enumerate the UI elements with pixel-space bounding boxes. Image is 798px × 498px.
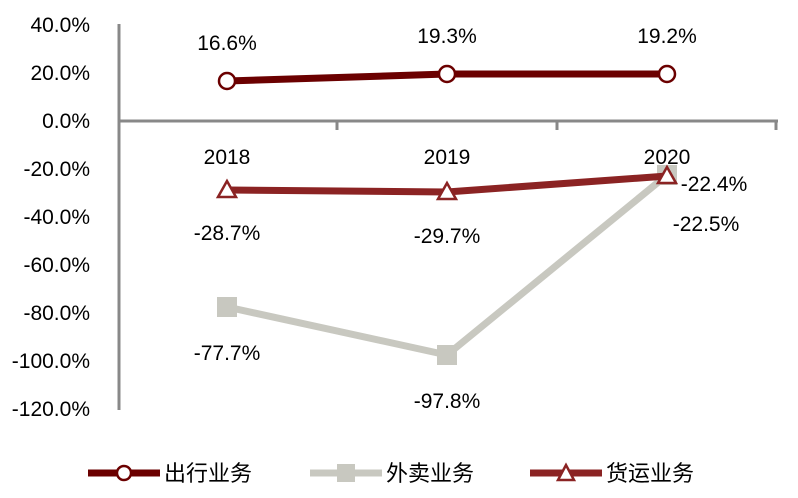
circle-marker: [217, 71, 237, 91]
data-labels: 16.6% 19.3% 19.2% -77.7% -97.8% -22.5% -…: [194, 25, 748, 413]
square-icon: [337, 464, 355, 482]
y-tick: 0.0%: [42, 110, 90, 133]
legend: 出行业务 外卖业务 货运业务: [88, 462, 694, 487]
series-huoyun: [215, 164, 679, 201]
triangle-marker: [655, 164, 679, 185]
y-tick: -60.0%: [23, 254, 90, 277]
triangle-marker: [215, 178, 239, 199]
data-label: -29.7%: [414, 225, 481, 248]
triangle-marker: [435, 180, 459, 201]
triangle-icon: [555, 462, 577, 482]
data-label: 19.3%: [417, 25, 477, 48]
data-label: -22.5%: [673, 213, 740, 236]
y-tick: -100.0%: [12, 350, 90, 373]
circle-marker: [437, 64, 457, 84]
legend-item-huoyun: 货运业务: [530, 462, 694, 487]
y-tick: 40.0%: [30, 14, 90, 37]
y-tick: 20.0%: [30, 62, 90, 85]
data-label: 16.6%: [197, 32, 257, 55]
legend-label: 出行业务: [164, 462, 252, 487]
x-category-label: 2019: [424, 146, 471, 169]
y-tick: -40.0%: [23, 206, 90, 229]
x-category-label: 2018: [204, 146, 251, 169]
y-tick: -120.0%: [12, 398, 90, 421]
y-tick: -80.0%: [23, 302, 90, 325]
y-tick: -20.0%: [23, 158, 90, 181]
data-label: -97.8%: [414, 390, 481, 413]
series-chuxing: [217, 64, 677, 91]
square-marker: [437, 345, 457, 365]
square-marker: [217, 297, 237, 317]
circle-icon: [115, 464, 133, 482]
data-label: -22.4%: [681, 173, 748, 196]
legend-label: 外卖业务: [386, 462, 474, 487]
legend-label: 货运业务: [606, 462, 694, 487]
data-label: 19.2%: [637, 25, 697, 48]
x-category-label: 2020: [644, 146, 691, 169]
legend-item-chuxing: 出行业务: [88, 462, 252, 487]
circle-marker: [657, 64, 677, 84]
legend-item-waimai: 外卖业务: [310, 462, 474, 487]
y-axis-labels: 40.0% 20.0% 0.0% -20.0% -40.0% -60.0% -8…: [12, 14, 90, 421]
data-label: -28.7%: [194, 222, 261, 245]
data-label: -77.7%: [194, 342, 261, 365]
